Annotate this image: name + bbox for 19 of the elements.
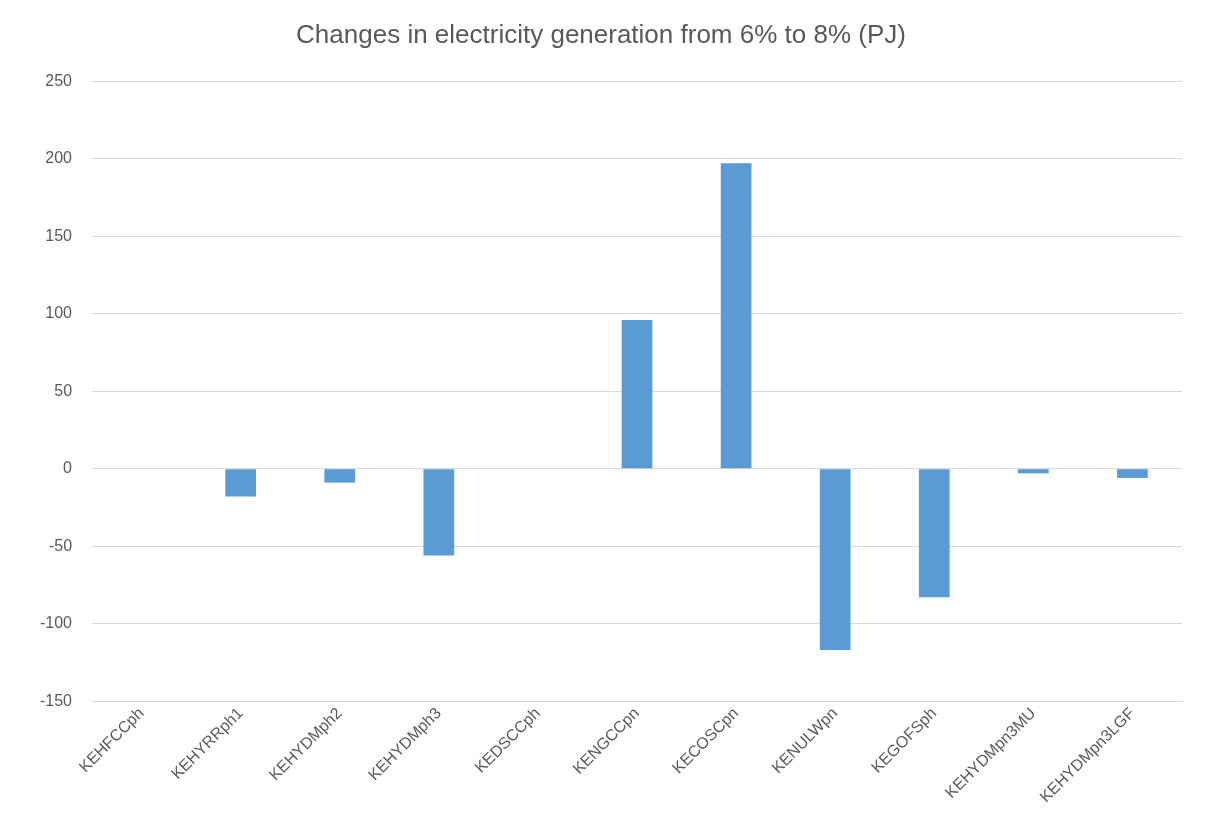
y-tick-label: 0 (63, 459, 73, 477)
bar (324, 469, 356, 483)
y-tick-label: -100 (39, 614, 73, 632)
bar (1117, 469, 1148, 478)
bar (423, 469, 455, 556)
y-tick-label: -150 (39, 691, 73, 709)
y-tick-label: 100 (45, 304, 73, 322)
y-tick-label: 250 (45, 71, 73, 89)
y-tick-label: 50 (54, 381, 73, 399)
y-tick-label: 150 (45, 226, 73, 244)
y-tick-label: 200 (45, 149, 73, 167)
y-tick-label: -50 (48, 536, 73, 554)
bar (720, 163, 752, 469)
bar (621, 319, 653, 469)
bar (819, 469, 851, 650)
bar (225, 469, 257, 497)
bar (1018, 469, 1049, 474)
bar (918, 469, 950, 598)
chart-title: Changes in electricity generation from 6% to 8% (PJ) (296, 18, 906, 49)
